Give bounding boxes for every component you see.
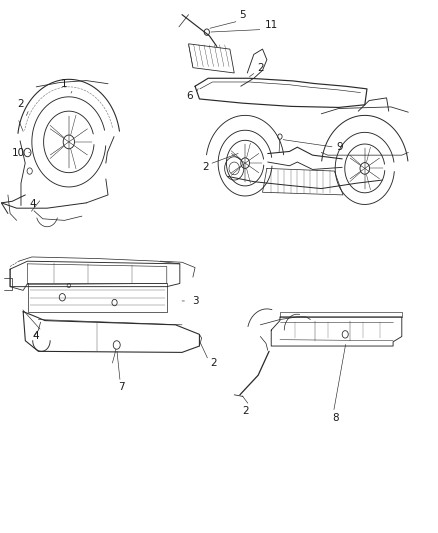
Text: 9: 9 bbox=[337, 142, 343, 152]
Text: 8: 8 bbox=[332, 413, 339, 423]
Text: 3: 3 bbox=[192, 296, 198, 306]
Text: 1: 1 bbox=[61, 78, 68, 88]
Text: 11: 11 bbox=[265, 20, 278, 30]
Text: 2: 2 bbox=[202, 162, 208, 172]
Text: 2: 2 bbox=[211, 358, 217, 368]
Text: 7: 7 bbox=[118, 382, 124, 392]
Text: 5: 5 bbox=[240, 10, 246, 20]
Text: 2: 2 bbox=[243, 406, 249, 416]
Text: 4: 4 bbox=[32, 332, 39, 342]
Text: 2: 2 bbox=[257, 63, 264, 72]
Text: 2: 2 bbox=[17, 99, 24, 109]
Text: 10: 10 bbox=[11, 148, 25, 158]
Text: 6: 6 bbox=[186, 91, 193, 101]
Text: 4: 4 bbox=[29, 199, 36, 209]
